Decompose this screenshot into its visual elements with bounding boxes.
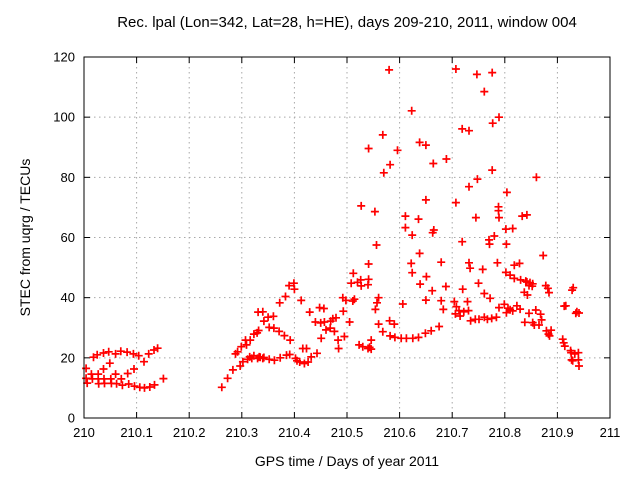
chart-title: Rec. lpal (Lon=342, Lat=28, h=HE), days … <box>117 14 577 31</box>
y-tick-label: 120 <box>53 50 75 65</box>
x-tick-label: 210.1 <box>120 425 153 440</box>
grid-layer <box>84 57 610 418</box>
x-tick-label: 210.7 <box>436 425 469 440</box>
y-tick-label: 60 <box>61 230 75 245</box>
x-tick-label: 211 <box>600 425 621 440</box>
scatter-series-stec-from-uqrg <box>82 65 583 392</box>
x-tick-label: 210 <box>73 425 95 440</box>
y-tick-label: 40 <box>61 290 75 305</box>
y-axis-label: STEC from uqrg / TECUs <box>17 159 33 317</box>
x-tick-labels: 210 210.1 210.2 210.3 210.4 210.5 210.6 210.7 21… <box>73 425 620 440</box>
x-tick-label: 210.6 <box>383 425 416 440</box>
plot-frame <box>83 56 611 419</box>
y-tick-label: 100 <box>53 110 75 125</box>
data-points-layer <box>82 65 583 392</box>
x-tick-label: 210.8 <box>489 425 522 440</box>
x-tick-label: 210.4 <box>278 425 311 440</box>
x-tick-label: 210.3 <box>226 425 259 440</box>
x-axis-label: GPS time / Days of year 2011 <box>255 453 439 469</box>
y-tick-label: 20 <box>61 350 75 365</box>
y-tick-label: 80 <box>61 170 75 185</box>
x-tick-label: 210.2 <box>173 425 206 440</box>
y-tick-label: 0 <box>68 411 75 426</box>
x-tick-label: 210.5 <box>331 425 364 440</box>
x-tick-label: 210.9 <box>541 425 574 440</box>
y-tick-labels: 0 20 40 60 80 100 120 <box>53 50 75 426</box>
